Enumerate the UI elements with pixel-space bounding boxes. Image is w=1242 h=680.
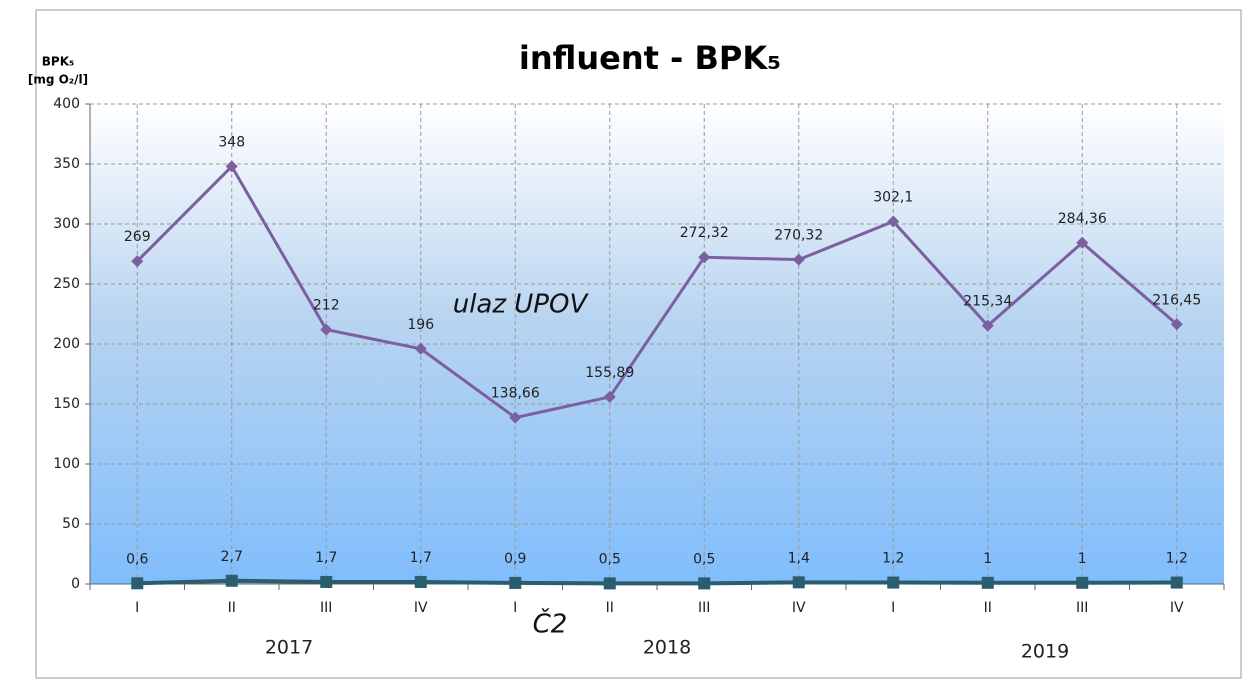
data-label: 1,7 — [315, 550, 337, 566]
x-tick-label: III — [698, 600, 710, 616]
marker — [131, 255, 144, 268]
data-label: 215,34 — [963, 294, 1012, 310]
marker — [509, 411, 522, 424]
data-label: 1,7 — [410, 550, 432, 566]
data-label: 284,36 — [1058, 211, 1107, 227]
marker — [1170, 318, 1183, 331]
marker — [603, 390, 616, 403]
series-label: ulaz UPOV — [453, 290, 590, 320]
marker — [320, 323, 333, 336]
data-label: 1,2 — [1166, 551, 1188, 567]
marker — [1076, 236, 1089, 249]
marker — [792, 253, 805, 266]
marker — [1076, 576, 1089, 589]
data-label: 269 — [124, 229, 151, 245]
series-label: Č2 — [533, 608, 568, 640]
year-label: 2018 — [643, 637, 691, 659]
y-tick-label: 250 — [53, 276, 80, 292]
x-tick-label: I — [135, 600, 139, 616]
y-tick-label: 200 — [53, 336, 80, 352]
y-tick-label: 100 — [53, 456, 80, 472]
x-tick-label: II — [228, 600, 236, 616]
data-label: 0,9 — [504, 551, 526, 567]
data-label: 0,6 — [126, 551, 148, 567]
data-label: 216,45 — [1152, 292, 1201, 308]
marker — [792, 576, 805, 589]
marker — [981, 319, 994, 332]
data-label: 1 — [983, 551, 992, 567]
marker — [414, 575, 427, 588]
data-label: 0,5 — [599, 551, 621, 567]
marker — [509, 576, 522, 589]
chart-title: influent - BPK₅ — [519, 39, 781, 77]
data-label: 272,32 — [680, 225, 729, 241]
series-line — [137, 578, 1177, 586]
y-tick-label: 400 — [53, 96, 80, 112]
data-label: 196 — [407, 317, 434, 333]
marker — [603, 577, 616, 590]
marker — [131, 577, 144, 590]
data-label: 155,89 — [585, 365, 634, 381]
marker — [414, 342, 427, 355]
data-label: 302,1 — [873, 189, 913, 205]
x-tick-label: II — [984, 600, 992, 616]
marker — [887, 576, 900, 589]
data-label: 1 — [1078, 551, 1087, 567]
marker — [698, 251, 711, 264]
y-tick-label: 350 — [53, 156, 80, 172]
y-axis-label: BPK₅ — [42, 55, 75, 69]
x-tick-label: IV — [414, 600, 428, 616]
marker — [320, 575, 333, 588]
data-label: 270,32 — [774, 228, 823, 244]
x-tick-label: IV — [1170, 600, 1184, 616]
marker — [1170, 576, 1183, 589]
x-tick-label: III — [320, 600, 332, 616]
data-label: 138,66 — [491, 386, 540, 402]
x-tick-label: II — [606, 600, 614, 616]
marker — [887, 215, 900, 228]
data-label: 212 — [313, 298, 340, 314]
x-tick-label: III — [1076, 600, 1088, 616]
x-tick-label: IV — [792, 600, 806, 616]
data-label: 348 — [218, 134, 245, 150]
data-label: 2,7 — [221, 549, 243, 565]
marker — [981, 576, 994, 589]
data-label: 1,4 — [788, 550, 810, 566]
x-tick-label: I — [891, 600, 895, 616]
series-line — [136, 163, 1178, 420]
data-label: 0,5 — [693, 551, 715, 567]
y-axis-label: [mg O₂/l] — [28, 73, 88, 87]
data-label: 1,2 — [882, 551, 904, 567]
y-tick-label: 300 — [53, 216, 80, 232]
marker — [225, 574, 238, 587]
year-label: 2019 — [1021, 641, 1069, 663]
y-tick-label: 50 — [62, 516, 80, 532]
marker — [225, 160, 238, 173]
y-tick-label: 150 — [53, 396, 80, 412]
year-label: 2017 — [265, 637, 313, 659]
x-tick-label: I — [513, 600, 517, 616]
y-tick-label: 0 — [71, 576, 80, 592]
marker — [698, 577, 711, 590]
